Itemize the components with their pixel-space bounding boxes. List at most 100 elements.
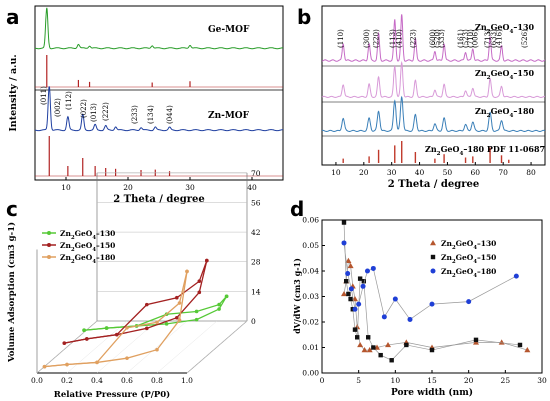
- panel-d-point: [344, 279, 349, 284]
- panel-d-point: [347, 262, 354, 269]
- panel-c-ylabel: Volume Adsorption (cm3 g-1): [6, 222, 17, 363]
- panel-d-xtick-label: 20: [464, 376, 474, 385]
- panel-d-point: [360, 283, 366, 289]
- panel-letter-a: a: [6, 5, 20, 29]
- panel-d-xtick-label: 15: [427, 376, 437, 385]
- panel-b-xtick-label: 70: [498, 168, 508, 177]
- panel-d-legend-marker: [430, 268, 436, 274]
- panel-a-series-line: [34, 7, 284, 50]
- panel-d-ylabel: dV/dW (cm3 g-1): [292, 258, 302, 334]
- panel-c-legend-label: Zn2GeO4–150: [60, 241, 115, 253]
- panel-c-point: [197, 290, 202, 295]
- panel-c-point: [125, 356, 129, 360]
- panel-a-xtick-label: 40: [247, 183, 257, 192]
- panel-b-hkl-label: (113): [389, 29, 397, 48]
- panel-b-hkl-label: (006): [472, 29, 480, 48]
- panel-d-legend-label: Zn2GeO4–150: [441, 253, 496, 265]
- panel-d-series-line: [343, 242, 517, 320]
- panel-d-point: [341, 220, 347, 225]
- panel-b-series-label: Zn2GeO4–180 PDF 11-0687: [425, 144, 545, 157]
- panel-d-point: [364, 268, 370, 274]
- panel-a-ylabel: Intensity / a.u.: [8, 54, 19, 131]
- panel-a-frame: [34, 5, 284, 181]
- panel-b-xtick-label: 10: [331, 168, 341, 177]
- panel-b-hkl-label: (710): [467, 29, 475, 48]
- panel-d-point: [473, 337, 479, 343]
- panel-c-point: [95, 360, 99, 365]
- panel-d-point: [429, 347, 435, 353]
- panel-c-point: [65, 362, 69, 367]
- panel-b-hkl-label: (223): [409, 29, 417, 48]
- panel-a-hkl-label: (044): [166, 105, 174, 124]
- panel-c-point: [82, 328, 86, 333]
- panel-d-point: [352, 327, 358, 332]
- panel-b-series-label: Zn2GeO4–180: [475, 106, 535, 119]
- panel-c-ztick-label: 28: [251, 258, 261, 267]
- panel-c-ztick-label: 56: [251, 198, 261, 207]
- panel-c-ztick-label: 70: [251, 169, 261, 178]
- panel-a-label-zn-mof: Zn-MOF: [208, 111, 250, 121]
- panel-d-series-line: [343, 259, 528, 351]
- panel-d-point: [346, 291, 351, 297]
- panel-b-series-line: [321, 14, 546, 62]
- panel-c-point: [197, 279, 202, 284]
- panel-a-hkl-label: (222): [102, 102, 110, 121]
- panel-d-point: [404, 342, 409, 348]
- panel-c-point: [42, 364, 47, 369]
- panel-d-point: [361, 347, 368, 353]
- panel-a-hkl-label: (134): [147, 105, 155, 124]
- panel-d-xtick-label: 0: [320, 376, 325, 385]
- panel-letter-b: b: [297, 5, 311, 29]
- panel-c-point: [104, 326, 109, 330]
- panel-d-point: [381, 314, 387, 320]
- panel-c-xtick-label: 0.4: [91, 376, 103, 385]
- panel-b-xrd: 10 20 30 40 50 60 70 80 2 Theta / degree Zn2GeO4–…: [321, 5, 546, 190]
- panel-c-floor-grid: [156, 320, 218, 374]
- panel-d-xtick-label: 10: [391, 376, 401, 385]
- panel-c-point: [175, 315, 179, 320]
- panel-c-point: [164, 322, 169, 326]
- panel-d-point: [392, 296, 398, 302]
- panel-c-point: [175, 295, 179, 300]
- panel-d-point: [366, 335, 371, 340]
- panel-b-xtick-label: 50: [443, 168, 453, 177]
- panel-letter-d: d: [290, 197, 304, 221]
- panel-d-point: [352, 306, 358, 312]
- panel-a-hkl-label: (011): [40, 86, 48, 105]
- panel-d-point: [355, 335, 360, 340]
- panel-b-series-line: [321, 95, 546, 133]
- panel-a-xtick-label: 30: [185, 183, 195, 192]
- panel-c-point: [224, 294, 229, 299]
- panel-d-ytick-label: 0.02: [302, 318, 319, 327]
- panel-c-point: [194, 309, 199, 314]
- panel-d-xlabel: Pore width (nm): [391, 387, 473, 398]
- panel-d-point: [348, 296, 353, 302]
- panel-c-legend-label: Zn2GeO4–130: [60, 229, 115, 241]
- panel-c-point: [145, 302, 149, 307]
- panel-d-point: [524, 347, 531, 353]
- panel-b-series-line: [321, 60, 545, 99]
- panel-b-xtick-label: 60: [471, 168, 481, 177]
- panel-d-point: [407, 316, 413, 322]
- panel-d-xtick-label: 25: [501, 376, 511, 385]
- panel-a-hkl-label: (013): [90, 103, 98, 122]
- panel-c-legend-marker: [47, 231, 51, 235]
- panel-c-point: [85, 337, 89, 341]
- panel-a-label-ge-mof: Ge-MOF: [208, 25, 250, 35]
- panel-b-hkl-label: (633): [490, 29, 498, 48]
- panel-b-hkl-label: (416): [496, 29, 504, 48]
- panel-d-point: [357, 341, 364, 348]
- panel-c-point: [155, 347, 159, 352]
- panel-d-point: [498, 339, 505, 345]
- panel-c-floor-grid: [186, 320, 248, 374]
- panel-a-hkl-label: (233): [131, 105, 139, 124]
- panel-d-legend-label: Zn2GeO4–130: [441, 239, 496, 251]
- panel-c-series-desorption: [44, 271, 188, 368]
- panel-c-point: [155, 320, 159, 325]
- panel-b-hkl-label: (600): [429, 29, 437, 48]
- panel-b-hkl-label: (713): [484, 29, 492, 48]
- panel-d-point: [389, 358, 394, 363]
- panel-a-xtick-label: 10: [61, 183, 71, 192]
- panel-d-point: [378, 352, 383, 358]
- panel-c-ztick-label: 0: [251, 317, 256, 326]
